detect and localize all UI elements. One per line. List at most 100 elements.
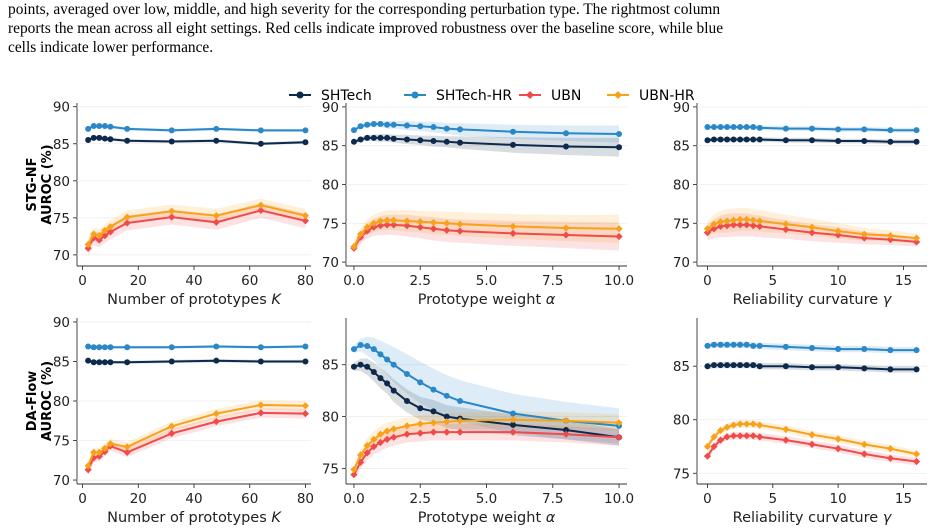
point-shtech-hr <box>861 126 868 133</box>
point-ubn <box>886 454 895 462</box>
point-shtech-hr <box>257 127 264 134</box>
point-shtech-hr <box>717 124 724 131</box>
point-shtech <box>364 134 371 141</box>
y-tick-label: 85 <box>322 358 339 374</box>
point-ubn-hr <box>90 448 98 456</box>
series-ubn <box>350 428 623 479</box>
point-ubn-hr <box>782 425 790 433</box>
point-ubn-hr <box>886 232 895 240</box>
x-tick-label: 7.5 <box>542 491 563 507</box>
point-ubn-hr <box>743 215 751 224</box>
point-shtech <box>168 138 175 145</box>
point-shtech-hr <box>257 344 264 351</box>
point-ubn <box>736 221 744 229</box>
point-shtech-hr <box>390 121 397 128</box>
point-shtech-hr <box>750 342 757 349</box>
legend-marker-shtech <box>296 91 304 99</box>
point-shtech <box>370 134 377 141</box>
point-ubn-hr <box>212 410 220 418</box>
point-shtech-hr <box>835 346 842 353</box>
point-ubn <box>912 457 921 466</box>
point-shtech <box>430 408 437 415</box>
legend-label-shtech: SHTech <box>321 88 372 104</box>
point-shtech-hr <box>704 124 711 131</box>
legend-label-shtech-hr: SHTech-HR <box>436 88 512 104</box>
point-shtech-hr <box>756 124 763 131</box>
point-shtech <box>357 361 364 368</box>
series-shtech <box>350 134 623 151</box>
y-tick-label: 80 <box>53 174 70 190</box>
point-ubn-hr <box>403 217 411 225</box>
legend-label-ubn: UBN <box>551 88 581 104</box>
band-ubn <box>354 423 619 479</box>
line-shtech-hr <box>87 345 306 349</box>
point-shtech <box>887 366 894 373</box>
point-ubn-hr <box>363 223 371 231</box>
point-ubn-hr <box>703 442 712 451</box>
series-ubn-hr <box>84 201 310 249</box>
point-ubn <box>443 428 451 436</box>
point-ubn <box>257 409 265 417</box>
point-shtech-hr <box>101 344 108 351</box>
series-shtech-hr <box>704 341 920 354</box>
point-ubn <box>756 433 764 441</box>
row-label-1: DA-Flow AUROC (%) <box>25 361 55 441</box>
point-shtech-hr <box>90 122 97 129</box>
point-ubn-hr <box>834 227 842 235</box>
point-ubn <box>710 442 718 451</box>
point-ubn-hr <box>615 225 623 233</box>
point-shtech <box>717 362 724 369</box>
point-ubn <box>615 232 623 241</box>
point-shtech <box>782 363 789 370</box>
point-ubn-hr <box>749 420 757 428</box>
point-ubn <box>509 428 517 436</box>
x-axis-label: Prototype weight α <box>418 510 556 526</box>
x-tick-label: 10 <box>830 273 847 289</box>
point-ubn <box>168 429 176 438</box>
point-ubn-hr <box>90 230 98 238</box>
point-shtech <box>85 137 92 144</box>
point-shtech <box>913 138 920 145</box>
point-ubn-hr <box>383 427 391 435</box>
x-tick-label: 15 <box>895 273 912 289</box>
x-axis-label-symbol: K <box>271 510 282 526</box>
caption-line-2: reports the mean across all eight settin… <box>8 20 724 37</box>
point-ubn-hr <box>390 216 398 224</box>
point-ubn <box>84 466 92 474</box>
point-shtech <box>257 140 264 147</box>
point-shtech-hr <box>443 392 450 399</box>
point-ubn <box>886 236 895 244</box>
point-shtech-hr <box>90 344 97 351</box>
series-shtech-hr <box>350 120 623 138</box>
point-shtech-hr <box>377 351 384 358</box>
series-ubn-hr <box>703 215 921 242</box>
point-shtech-hr <box>370 120 377 127</box>
point-shtech <box>96 134 103 141</box>
point-ubn <box>95 236 103 244</box>
point-ubn <box>106 228 115 236</box>
point-ubn-hr <box>808 223 816 231</box>
point-shtech-hr <box>390 361 397 368</box>
point-ubn-hr <box>363 442 371 450</box>
point-shtech <box>835 138 842 145</box>
point-shtech <box>510 141 517 148</box>
point-ubn-hr <box>456 417 464 425</box>
point-ubn-hr <box>95 448 103 456</box>
point-ubn-hr <box>370 435 378 443</box>
series-ubn <box>703 221 921 246</box>
legend-marker-shtech-hr <box>411 91 419 99</box>
point-shtech-hr <box>456 126 463 133</box>
point-shtech <box>390 135 397 142</box>
band-ubn-hr <box>88 198 306 252</box>
x-axis-label: Number of prototypes K <box>107 510 282 526</box>
band-ubn-hr <box>88 400 306 471</box>
point-shtech <box>750 136 757 143</box>
point-ubn-hr <box>710 220 718 228</box>
point-shtech-hr <box>302 127 309 134</box>
point-shtech <box>168 358 175 365</box>
x-tick-label: 80 <box>297 273 314 289</box>
y-tick-label: 75 <box>322 216 339 232</box>
point-ubn-hr <box>716 426 725 435</box>
